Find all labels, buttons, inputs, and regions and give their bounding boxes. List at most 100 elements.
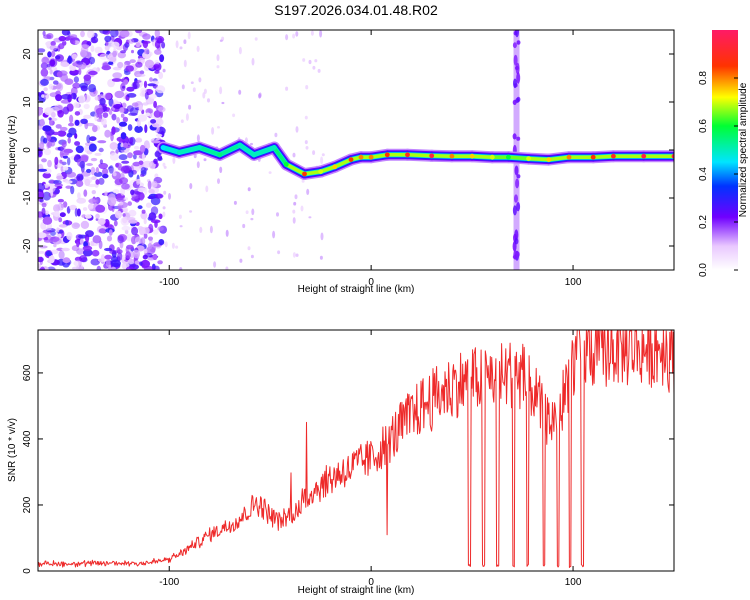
noise-blob	[162, 206, 166, 210]
noise-blob	[107, 197, 117, 206]
noise-blob	[144, 59, 155, 69]
noise-blob	[88, 56, 96, 65]
noise-blob	[138, 104, 143, 112]
noise-blob	[86, 163, 93, 166]
snr-xtick-label: 0	[368, 577, 374, 588]
noise-blob	[305, 85, 309, 90]
noise-blob	[143, 48, 150, 55]
noise-blob	[60, 61, 70, 68]
signal-point	[237, 142, 243, 148]
noise-blob	[90, 258, 100, 266]
noise-blob	[131, 235, 137, 245]
noise-blob	[292, 33, 296, 39]
noise-blob	[285, 34, 289, 41]
noise-blob	[39, 118, 45, 127]
noise-blob	[89, 136, 97, 142]
noise-blob	[295, 31, 299, 37]
noise-blob	[225, 266, 229, 270]
snr-ytick-label: 0	[22, 568, 33, 574]
noise-blob	[54, 183, 63, 188]
noise-blob	[302, 58, 306, 62]
noise-blob	[117, 235, 124, 244]
signal-point	[384, 152, 390, 158]
noise-blob	[140, 87, 147, 94]
noise-blob	[120, 50, 127, 54]
noise-blob	[150, 196, 161, 206]
noise-blob	[65, 185, 72, 189]
noise-blob	[84, 214, 92, 219]
noise-blob	[112, 172, 117, 177]
noise-blob	[80, 118, 88, 125]
signal-point	[176, 150, 182, 155]
noise-blob	[126, 233, 132, 242]
noise-blob	[41, 56, 50, 64]
noise-blob	[199, 226, 203, 233]
noise-blob	[140, 173, 145, 177]
noise-blob	[154, 30, 160, 38]
noise-blob	[98, 162, 108, 170]
noise-blob	[513, 54, 518, 66]
noise-blob	[142, 160, 153, 168]
noise-blob	[319, 30, 323, 38]
noise-blob	[159, 54, 165, 63]
noise-blob	[62, 152, 69, 156]
noise-blob	[148, 189, 155, 194]
noise-blob	[305, 146, 309, 150]
snr-ytick-label: 200	[22, 496, 33, 513]
noise-blob	[43, 148, 52, 156]
noise-blob	[158, 213, 163, 220]
noise-blob	[104, 35, 112, 42]
noise-blob	[149, 93, 157, 99]
noise-blob	[62, 257, 71, 264]
noise-blob	[95, 179, 100, 185]
noise-blob	[56, 227, 60, 233]
noise-blob	[87, 183, 97, 188]
noise-blob	[49, 69, 53, 75]
noise-blob	[304, 115, 308, 120]
colorbar-gradient	[712, 30, 738, 270]
noise-blob	[101, 118, 107, 126]
colorbar: 0.0 0.2 0.4 0.6 0.8 Normalized spectral ampl…	[698, 30, 749, 277]
snr-xlabel: Height of straight line (km)	[298, 585, 415, 596]
noise-blob	[95, 204, 106, 213]
noise-blob	[58, 250, 65, 260]
noise-blob	[94, 46, 103, 54]
noise-blob	[48, 83, 54, 90]
noise-blob	[514, 165, 519, 176]
noise-blob	[513, 78, 517, 89]
noise-blob	[516, 174, 521, 179]
noise-blob	[89, 243, 99, 247]
signal-point	[318, 169, 324, 175]
spectrogram-xtick-label: -100	[159, 277, 179, 288]
noise-blob	[53, 243, 57, 248]
signal-point	[283, 162, 289, 167]
noise-blob	[122, 213, 126, 217]
noise-blob	[516, 72, 521, 84]
noise-blob	[168, 193, 171, 200]
noise-blob	[76, 197, 87, 204]
noise-blob	[98, 228, 107, 234]
noise-blob	[217, 126, 220, 129]
noise-blob	[87, 30, 95, 39]
noise-blob	[57, 233, 62, 238]
noise-blob	[99, 159, 103, 165]
noise-blob	[147, 243, 153, 250]
noise-blob	[203, 88, 207, 95]
noise-blob	[250, 254, 254, 259]
signal-segment	[217, 143, 242, 157]
noise-blob	[185, 113, 189, 121]
signal-point	[641, 153, 647, 159]
noise-blob	[158, 71, 164, 80]
noise-blob	[294, 194, 298, 200]
noise-blob	[69, 204, 77, 211]
noise-blob	[135, 30, 143, 34]
noise-blob	[39, 198, 44, 203]
noise-blob	[76, 248, 85, 255]
noise-blob	[142, 40, 149, 49]
noise-blob	[154, 49, 162, 55]
noise-blob	[143, 248, 148, 254]
noise-blob	[300, 205, 304, 212]
noise-blob	[82, 245, 93, 251]
noise-blob	[139, 144, 146, 153]
